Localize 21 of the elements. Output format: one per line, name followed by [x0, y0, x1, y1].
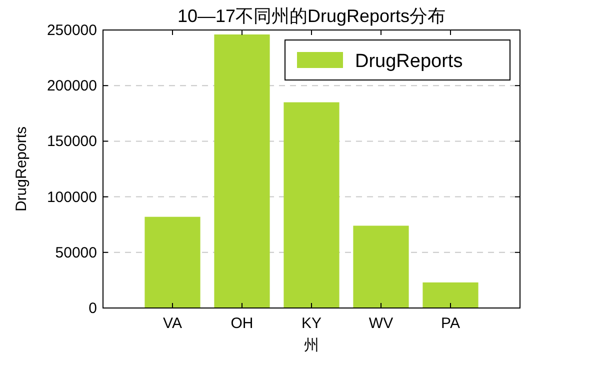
bar [353, 226, 409, 308]
bar [214, 34, 270, 308]
bar [422, 282, 478, 308]
chart-title: 10—17不同州的DrugReports分布 [177, 6, 446, 26]
x-tick-label: VA [163, 315, 182, 332]
y-tick-label: 250000 [46, 22, 97, 39]
y-axis-title: DrugReports [13, 126, 30, 212]
legend-label: DrugReports [355, 51, 463, 72]
x-tick-label: OH [230, 315, 254, 332]
bar [284, 102, 340, 308]
x-tick-label: KY [301, 315, 322, 332]
x-tick-label: PA [441, 315, 460, 332]
x-tick-label: WV [368, 315, 394, 332]
y-tick-label: 200000 [46, 78, 97, 95]
y-tick-label: 150000 [46, 133, 97, 150]
bar [144, 216, 200, 308]
y-tick-label: 50000 [55, 244, 97, 262]
y-tick-label: 100000 [46, 188, 97, 206]
legend: DrugReports [284, 40, 510, 80]
y-tick-label: 0 [88, 300, 97, 317]
x-axis-title: 州 [304, 337, 319, 354]
